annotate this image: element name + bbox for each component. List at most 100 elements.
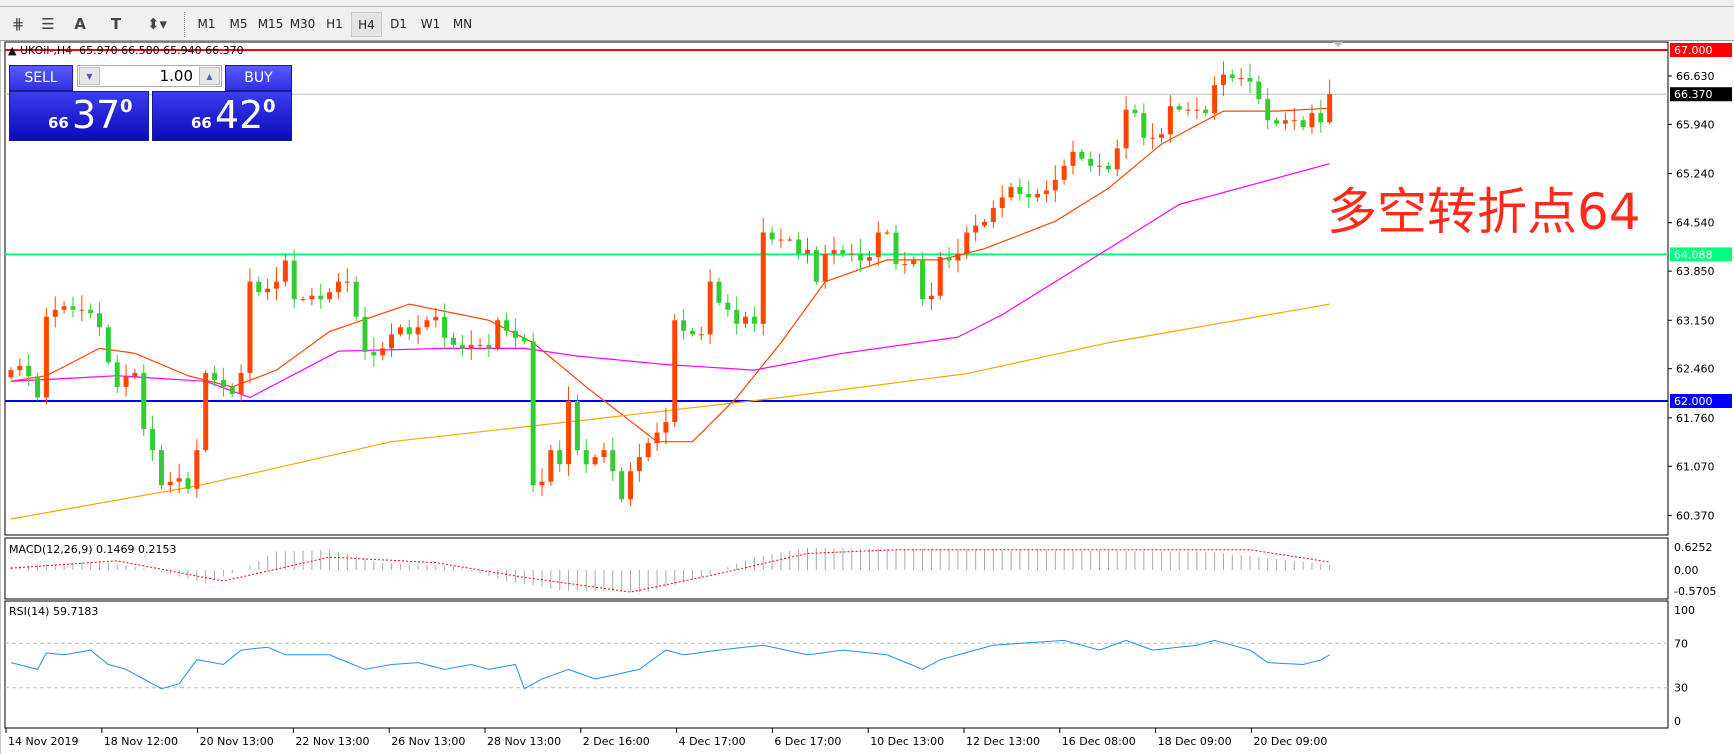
candle-body [592, 457, 598, 465]
candle-body [840, 250, 846, 254]
candle-body [362, 316, 368, 352]
rsi-axis-label: 70 [1674, 637, 1688, 650]
candle-body [822, 253, 828, 282]
lot-value[interactable]: 1.00 [159, 67, 193, 85]
text-label-icon[interactable]: T [110, 15, 122, 33]
chart-toolbar: ⋕ ☰ A T ⬍▾ M1 M5 M15 M30 H1 H4 D1 W1 MN [0, 7, 1734, 41]
candle-body [875, 232, 881, 258]
price-label: 61.070 [1676, 460, 1715, 473]
open-value: 65.970 [79, 44, 118, 57]
candle-body [406, 327, 412, 335]
collapse-arrow-icon[interactable]: ▲ [8, 44, 20, 57]
sell-button[interactable]: SELL [9, 65, 73, 91]
candle-body [132, 372, 138, 377]
candle-body [1212, 85, 1218, 114]
candle-body [318, 295, 324, 300]
buy-price-big: 42 [215, 93, 264, 137]
price-tag-label: 62.000 [1674, 395, 1713, 408]
candle-body [123, 376, 129, 387]
candle-body [105, 327, 111, 363]
sell-price[interactable]: 66 37 0 [9, 91, 149, 141]
candle-body [371, 351, 377, 356]
rsi-axis-label: 30 [1674, 682, 1688, 695]
candle-body [1017, 186, 1023, 194]
candle-body [70, 306, 76, 310]
candle-body [203, 372, 209, 451]
candle-body [1114, 148, 1120, 170]
candle-body [920, 260, 926, 300]
fibonacci-fan-icon[interactable]: ☰ [41, 15, 55, 33]
candle-body [282, 260, 288, 282]
price-tag-label: 67.000 [1674, 44, 1713, 57]
candle-body [8, 370, 14, 378]
candle-body [150, 429, 156, 451]
candle-body [1159, 134, 1164, 138]
candle-body [672, 320, 678, 423]
candle-body [964, 232, 970, 254]
moving-average-line [10, 107, 1330, 443]
candle-body [663, 422, 669, 433]
candle-body [1309, 113, 1315, 128]
lot-increase-button[interactable]: ▲ [199, 67, 220, 85]
price-label: 63.150 [1676, 314, 1715, 327]
text-icon[interactable]: A [74, 15, 86, 33]
candle-body [97, 313, 102, 328]
candle-body [88, 309, 94, 314]
moving-average-line [10, 303, 1330, 520]
candle-body [1070, 151, 1076, 166]
timeframe-w1[interactable]: W1 [420, 17, 441, 31]
lot-size-input[interactable]: ▼ 1.00 ▲ [77, 65, 222, 87]
candle-body [274, 281, 279, 289]
candle-body [397, 327, 403, 335]
time-label: 20 Nov 13:00 [200, 735, 274, 748]
timeframe-h1[interactable]: H1 [326, 17, 343, 31]
timeframe-m1[interactable]: M1 [197, 17, 216, 31]
rsi-pane-border [4, 600, 1669, 729]
candle-body [645, 443, 651, 458]
candle-body [327, 292, 333, 300]
timeframe-d1[interactable]: D1 [390, 17, 407, 31]
candle-body [813, 250, 819, 282]
candle-body [52, 309, 58, 317]
candle-body [114, 362, 120, 387]
candle-body [734, 309, 740, 324]
timeframe-m15[interactable]: M15 [257, 17, 284, 31]
candle-body [256, 281, 262, 293]
rsi-axis-label: 100 [1674, 604, 1695, 617]
candle-body [1150, 137, 1156, 139]
candle-body [1043, 190, 1049, 194]
toolbar-separator [184, 12, 186, 37]
candle-body [1026, 193, 1032, 198]
timeframe-h4[interactable]: H4 [351, 12, 382, 37]
low-value: 65.940 [163, 44, 202, 57]
timeframe-m30[interactable]: M30 [289, 17, 316, 31]
buy-button[interactable]: BUY [225, 65, 292, 91]
macd-axis-label: -0.5705 [1674, 585, 1716, 598]
candle-body [698, 334, 704, 336]
candle-body [1132, 109, 1138, 114]
candle-body [796, 239, 802, 254]
candle-body [707, 281, 713, 335]
candle-body [1079, 151, 1085, 159]
candle-body [902, 264, 908, 266]
candle-body [760, 232, 766, 324]
candle-body [1061, 165, 1067, 180]
candle-body [185, 478, 191, 489]
candle-body [990, 207, 996, 222]
rsi-title: RSI(14) 59.7183 [9, 605, 98, 618]
buy-price[interactable]: 66 42 0 [152, 91, 292, 141]
price-tag-label: 64.088 [1674, 248, 1713, 261]
candle-body [539, 481, 545, 486]
candle-body [344, 281, 350, 283]
lot-decrease-button[interactable]: ▼ [79, 67, 100, 85]
chart-annotation[interactable]: 多空转折点64 [1327, 183, 1641, 241]
secondary-toolbar [0, 0, 1734, 7]
arrows-icon[interactable]: ⬍▾ [146, 15, 168, 33]
timeframe-mn[interactable]: MN [452, 17, 473, 31]
price-label: 66.630 [1676, 70, 1715, 83]
candle-body [928, 295, 934, 300]
candle-body [1291, 120, 1297, 122]
fibonacci-expansion-icon[interactable]: ⋕ [11, 15, 25, 33]
timeframe-m5[interactable]: M5 [229, 17, 248, 31]
